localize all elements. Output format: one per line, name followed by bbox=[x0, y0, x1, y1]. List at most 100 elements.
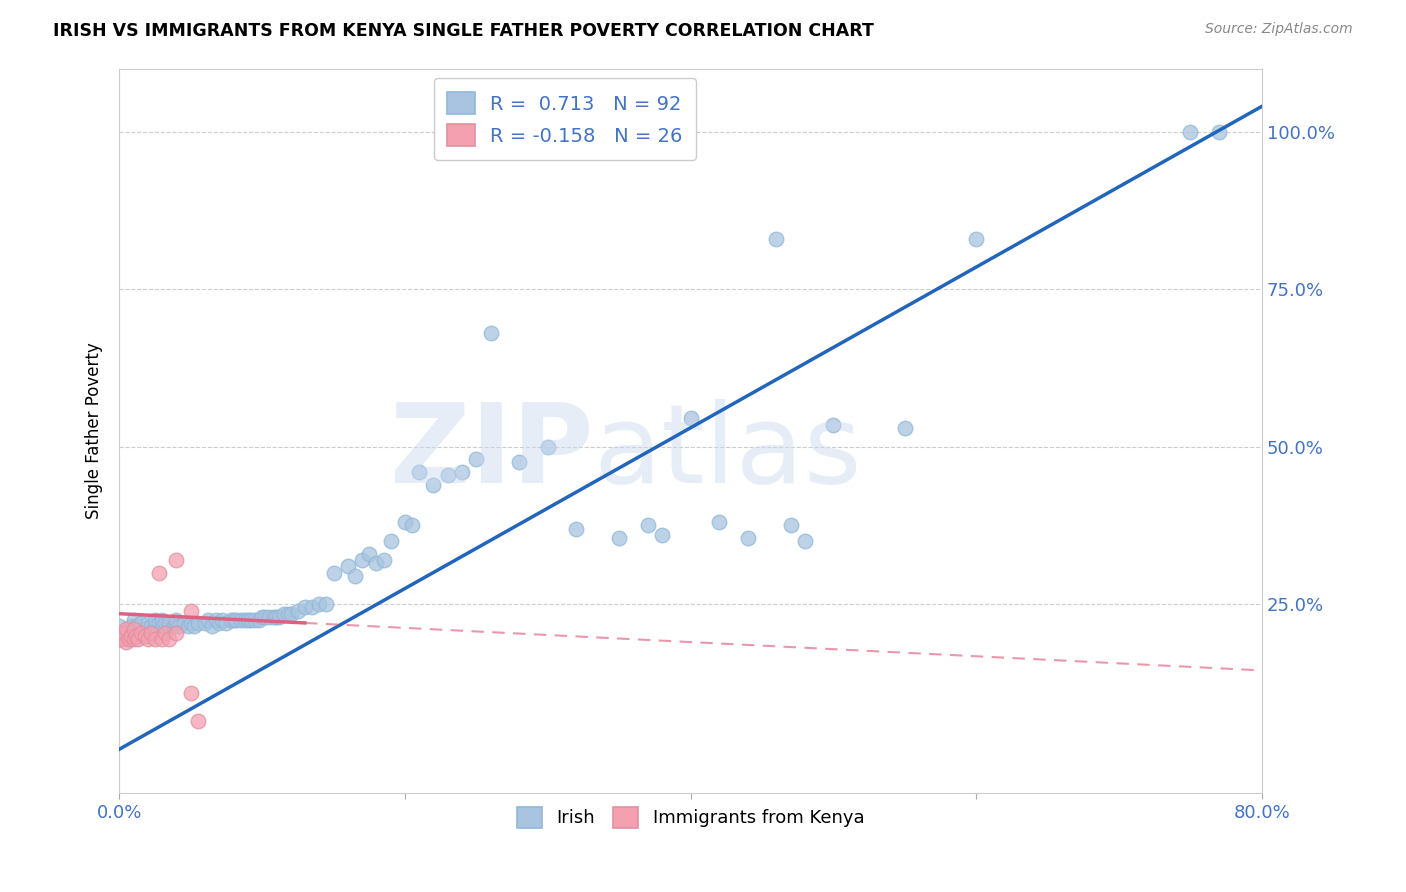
Point bbox=[108, 632, 131, 646]
Point bbox=[197, 613, 219, 627]
Point bbox=[143, 613, 166, 627]
Point bbox=[380, 534, 402, 549]
Point bbox=[129, 616, 152, 631]
Point bbox=[148, 566, 170, 580]
Point bbox=[343, 569, 366, 583]
Point bbox=[118, 632, 141, 646]
Point bbox=[894, 421, 917, 435]
Point bbox=[1180, 124, 1202, 138]
Point bbox=[136, 632, 159, 646]
Point bbox=[187, 616, 209, 631]
Text: atlas: atlas bbox=[593, 400, 862, 506]
Point bbox=[208, 616, 231, 631]
Point bbox=[120, 619, 142, 633]
Point bbox=[436, 468, 458, 483]
Point bbox=[422, 477, 444, 491]
Text: Source: ZipAtlas.com: Source: ZipAtlas.com bbox=[1205, 22, 1353, 37]
Point bbox=[366, 556, 388, 570]
Point bbox=[222, 613, 245, 627]
Point bbox=[143, 619, 166, 633]
Point bbox=[211, 613, 233, 627]
Point bbox=[194, 616, 217, 631]
Point bbox=[322, 566, 344, 580]
Point bbox=[451, 465, 474, 479]
Point bbox=[153, 625, 176, 640]
Point bbox=[679, 411, 702, 425]
Point bbox=[180, 685, 202, 699]
Legend: Irish, Immigrants from Kenya: Irish, Immigrants from Kenya bbox=[509, 800, 872, 835]
Point bbox=[315, 597, 337, 611]
Point bbox=[150, 632, 173, 646]
Point bbox=[136, 616, 159, 631]
Point bbox=[183, 619, 205, 633]
Point bbox=[134, 629, 156, 643]
Point bbox=[301, 600, 323, 615]
Point bbox=[266, 610, 288, 624]
Point bbox=[537, 440, 560, 454]
Point bbox=[180, 603, 202, 617]
Point bbox=[263, 610, 285, 624]
Point bbox=[111, 632, 134, 646]
Point bbox=[250, 610, 273, 624]
Point bbox=[139, 619, 162, 633]
Point bbox=[162, 619, 184, 633]
Point bbox=[167, 619, 190, 633]
Point bbox=[165, 553, 187, 567]
Point bbox=[122, 623, 145, 637]
Point bbox=[359, 547, 381, 561]
Point bbox=[122, 613, 145, 627]
Y-axis label: Single Father Poverty: Single Father Poverty bbox=[86, 343, 103, 519]
Point bbox=[122, 629, 145, 643]
Point bbox=[287, 603, 309, 617]
Point bbox=[243, 613, 266, 627]
Point bbox=[108, 625, 131, 640]
Point bbox=[115, 635, 138, 649]
Point bbox=[239, 613, 262, 627]
Point bbox=[308, 597, 330, 611]
Point bbox=[201, 619, 224, 633]
Point bbox=[479, 326, 502, 341]
Point bbox=[120, 629, 142, 643]
Point bbox=[134, 623, 156, 637]
Point bbox=[143, 632, 166, 646]
Point bbox=[823, 417, 845, 432]
Point bbox=[269, 610, 291, 624]
Point bbox=[153, 616, 176, 631]
Text: IRISH VS IMMIGRANTS FROM KENYA SINGLE FATHER POVERTY CORRELATION CHART: IRISH VS IMMIGRANTS FROM KENYA SINGLE FA… bbox=[53, 22, 875, 40]
Point bbox=[115, 623, 138, 637]
Point bbox=[173, 616, 195, 631]
Point bbox=[277, 607, 299, 621]
Point bbox=[401, 518, 423, 533]
Point bbox=[157, 619, 180, 633]
Point bbox=[737, 531, 759, 545]
Point bbox=[280, 607, 302, 621]
Point bbox=[233, 613, 256, 627]
Point bbox=[247, 613, 270, 627]
Point bbox=[129, 629, 152, 643]
Point bbox=[336, 559, 359, 574]
Point bbox=[294, 600, 316, 615]
Point bbox=[112, 625, 135, 640]
Point bbox=[225, 613, 247, 627]
Point bbox=[779, 518, 801, 533]
Point bbox=[394, 516, 416, 530]
Point bbox=[122, 632, 145, 646]
Point bbox=[157, 616, 180, 631]
Point bbox=[253, 610, 276, 624]
Point bbox=[651, 528, 673, 542]
Point bbox=[127, 632, 149, 646]
Point bbox=[157, 632, 180, 646]
Point bbox=[257, 610, 280, 624]
Point bbox=[352, 553, 374, 567]
Point bbox=[215, 616, 238, 631]
Point bbox=[637, 518, 659, 533]
Point bbox=[125, 629, 148, 643]
Point bbox=[108, 619, 131, 633]
Point bbox=[180, 616, 202, 631]
Point bbox=[236, 613, 259, 627]
Point bbox=[565, 522, 588, 536]
Point bbox=[607, 531, 630, 545]
Point bbox=[129, 625, 152, 640]
Point bbox=[408, 465, 430, 479]
Point bbox=[187, 714, 209, 728]
